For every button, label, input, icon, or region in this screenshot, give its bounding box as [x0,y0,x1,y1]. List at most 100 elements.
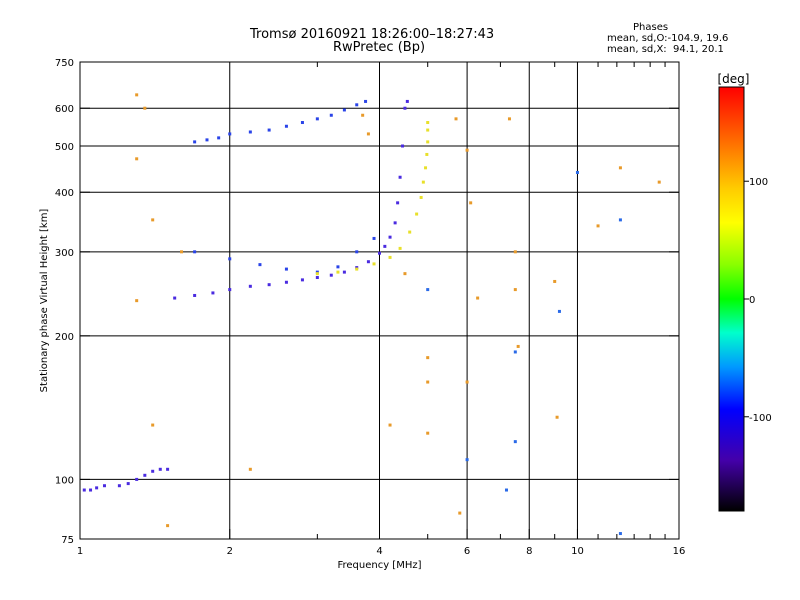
data-point [248,284,252,288]
data-point [329,113,333,117]
data-point [398,246,402,250]
data-point [513,350,517,354]
data-point [193,250,197,254]
data-point [151,423,155,427]
data-point [267,283,271,287]
data-point [355,250,359,254]
data-point [158,467,162,471]
data-point [469,201,473,205]
colorbar-tick-label: -100 [749,413,772,424]
data-point [388,235,392,239]
x-tick-label: 1 [77,546,83,557]
data-point [408,230,412,234]
colorbar-tick-label: 0 [749,295,755,306]
data-point [173,296,177,300]
data-point [284,280,288,284]
colorbar-label: [deg] [718,72,750,86]
data-point [513,288,517,292]
data-point [596,224,600,228]
y-tick-label: 75 [61,535,74,546]
y-tick-label: 600 [55,104,74,115]
data-point [336,265,340,269]
x-tick-label: 6 [464,546,470,557]
data-point [95,486,99,490]
data-point [342,270,346,274]
data-point [258,263,262,267]
data-point [166,524,170,528]
data-point [336,270,340,274]
data-point [454,117,458,121]
x-tick-label: 4 [376,546,382,557]
data-point [211,291,215,295]
data-point [248,130,252,134]
data-point [425,152,429,156]
chart-subtitle: RwPretec (Bp) [333,40,426,55]
data-point [388,255,392,259]
data-point [557,309,561,313]
data-point [516,344,520,348]
phases-o-mode: mean, sd,O:-104.9, 19.6 [607,33,729,44]
data-point [315,117,319,121]
data-point [383,244,387,248]
data-point [228,132,232,136]
x-tick-label: 16 [673,546,686,557]
data-point [217,136,221,140]
data-point [193,140,197,144]
data-point [575,170,579,174]
data-point [426,380,430,384]
data-point [504,488,508,492]
data-point [513,440,517,444]
data-point [135,299,139,303]
data-point [300,121,304,125]
colorbar [718,86,745,512]
data-point [355,103,359,107]
data-point [284,124,288,128]
y-tick-label: 100 [55,475,74,486]
data-point [193,293,197,297]
data-point [315,276,319,280]
data-point [82,488,86,492]
data-point [465,380,469,384]
data-point [126,482,130,486]
data-point [426,288,430,292]
y-tick-label: 300 [55,248,74,259]
phases-heading: Phases [633,22,669,33]
data-point [378,251,381,255]
data-point [248,467,252,471]
data-point [398,175,402,179]
data-point [361,113,365,117]
data-point [267,128,271,132]
y-tick-label: 400 [55,188,74,199]
data-point [300,278,304,282]
data-point [355,267,359,271]
y-tick-label: 200 [55,332,74,343]
y-tick-label: 500 [55,142,74,153]
data-point [89,488,93,492]
data-point [421,180,425,184]
data-point [151,218,155,222]
data-point [117,484,121,488]
data-point [166,467,170,471]
data-point [426,128,430,132]
data-point [228,288,232,292]
x-axis-label: Frequency [MHz] [337,560,421,571]
data-point [405,99,409,103]
data-point [415,212,419,216]
x-tick-label: 2 [227,546,233,557]
data-point [424,166,428,170]
data-point [396,201,400,205]
data-point [618,166,622,170]
data-point [618,532,622,536]
data-point [135,157,139,161]
data-point [401,144,405,148]
data-point [657,180,661,184]
data-point [465,458,469,462]
x-tick-label: 10 [571,546,584,557]
data-point [329,273,333,277]
data-point [366,132,370,136]
data-point [228,257,232,261]
y-axis-label: Stationary phase Virtual Height [km] [39,209,50,393]
data-point [205,138,209,142]
